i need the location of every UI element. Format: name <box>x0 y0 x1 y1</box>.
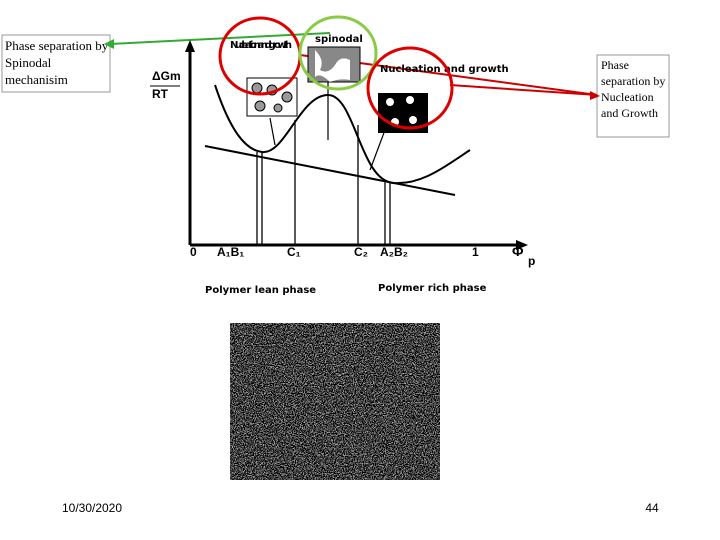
callout-text: Phase separation by Spinodal mechanisim <box>5 38 109 87</box>
arrow-head <box>185 40 195 52</box>
inset-label: spinodal <box>315 34 363 45</box>
y-axis-label: RT <box>152 87 169 101</box>
arrow-head <box>104 39 114 49</box>
y-axis-label: ΔGm <box>152 69 181 83</box>
inset-label: Nucleation and growth <box>230 40 292 51</box>
x-label: A₂B₂ <box>380 245 408 259</box>
callout-text: Phase separation by Nucleation and Growt… <box>601 58 666 120</box>
phase-label: Polymer lean phase <box>205 285 316 296</box>
highlight-circle <box>298 15 378 91</box>
arrow-head <box>516 240 528 250</box>
highlight-circle <box>366 46 454 130</box>
spinodal-pattern <box>315 50 350 82</box>
x-label: C₁ <box>287 245 301 259</box>
droplets <box>251 82 293 113</box>
page-number: 44 <box>645 501 659 515</box>
pointer-arrows <box>269 82 386 171</box>
micrograph <box>230 323 440 480</box>
pointer-line <box>449 84 598 96</box>
inset-label: Nucleation and growth <box>380 64 509 75</box>
arrow-head <box>590 91 600 100</box>
x-label: 0 <box>190 245 197 259</box>
callout: Phase separation by Spinodal mechanisim <box>5 38 109 87</box>
tangent-line <box>204 145 456 196</box>
x-label: C₂ <box>354 245 368 259</box>
callout-box <box>596 54 670 138</box>
drop-lines <box>256 120 391 245</box>
x-label: A₁B₁ <box>217 245 244 259</box>
x-label: 1 <box>472 245 479 259</box>
phase-label: Polymer rich phase <box>378 283 487 294</box>
callout-box <box>1 34 111 93</box>
x-axis-label: p <box>528 254 535 268</box>
x-axis-label: Φ <box>512 243 524 259</box>
footer-date: 10/30/2020 <box>62 501 122 515</box>
callout: Phase separation by Nucleation and Growt… <box>601 58 666 120</box>
